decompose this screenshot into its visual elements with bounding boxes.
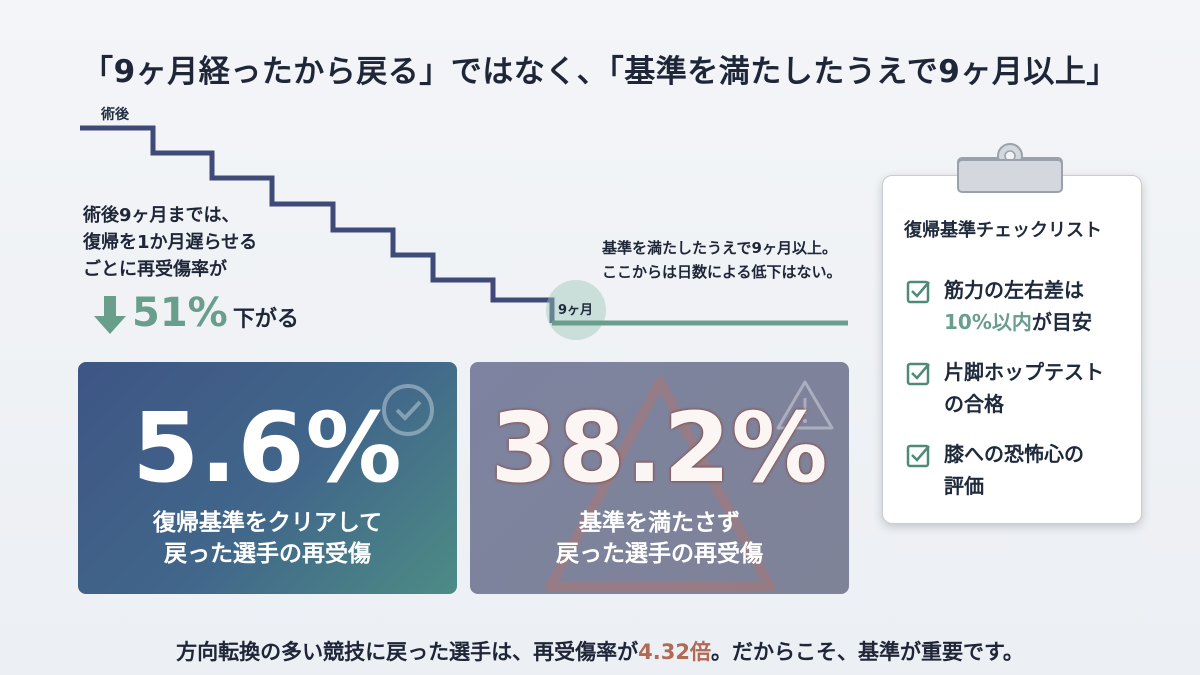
item-text: が目安 (1031, 310, 1092, 334)
card-cleared: 5.6% 復帰基準をクリアして 戻った選手の再受傷 (78, 362, 457, 594)
item-line: 10%以内が目安 (944, 306, 1092, 338)
note-line: ここからは日数による低下はない。 (602, 263, 842, 281)
title: 「9ヶ月経ったから戻る」ではなく、「基準を満たしたうえで9ヶ月以上」 (82, 54, 1118, 90)
right-note: 基準を満たしたうえで9ヶ月以上。 ここからは日数による低下はない。 (602, 236, 842, 284)
footer: 方向転換の多い競技に戻った選手は、再受傷率が4.32倍。だからこそ、基準が重要で… (0, 636, 1200, 666)
down-arrow (94, 296, 126, 334)
caption-line: 戻った選手の再受傷 (164, 541, 371, 567)
footer-text: 。だからこそ、基準が重要です。 (710, 640, 1024, 664)
checklist-item: 膝への恐怖心の 評価 (944, 438, 1084, 502)
card-not-cleared: 38.2% 基準を満たさず 戻った選手の再受傷 (470, 362, 849, 594)
note-line: 復帰を1か月遅らせる (83, 232, 258, 253)
item-line: 筋力の左右差は (944, 278, 1084, 302)
footer-text: 方向転換の多い競技に戻った選手は、再受傷率が (176, 640, 639, 664)
note-line: 術後9ヶ月までは、 (83, 205, 240, 226)
left-note: 術後9ヶ月までは、 復帰を1か月遅らせる ごとに再受傷率が (83, 202, 257, 283)
note-line: 基準を満たしたうえで9ヶ月以上。 (602, 239, 837, 257)
footer-highlight: 4.32倍 (638, 640, 711, 664)
item-line: 膝への恐怖心の (944, 442, 1084, 466)
checkboxes (906, 280, 930, 468)
stat-row: 51% 下がる (132, 290, 299, 336)
start-label: 術後 (101, 107, 129, 123)
checklist-item: 片脚ホップテスト の合格 (944, 356, 1104, 420)
checklist-item: 筋力の左右差は 10%以内が目安 (944, 274, 1092, 338)
caption-line: 復帰基準をクリアして (152, 510, 383, 536)
warning-icons (545, 377, 834, 592)
item-highlight: 10%以内 (944, 310, 1032, 334)
card-caption: 基準を満たさず 戻った選手の再受傷 (470, 508, 849, 570)
stat-value: 51% (132, 290, 228, 336)
card-caption: 復帰基準をクリアして 戻った選手の再受傷 (78, 508, 457, 570)
card-value: 5.6% (132, 392, 403, 504)
checklist-title: 復帰基準チェックリスト (904, 220, 1102, 241)
staircase (80, 125, 555, 323)
caption-line: 戻った選手の再受傷 (556, 541, 763, 567)
card-value: 38.2% (490, 392, 829, 504)
item-line: 評価 (944, 474, 984, 498)
check-icon (382, 384, 434, 436)
item-line: 片脚ホップテスト (944, 360, 1104, 384)
note-line: ごとに再受傷率が (83, 259, 227, 280)
item-line: の合格 (944, 392, 1004, 416)
caption-line: 基準を満たさず (579, 510, 740, 536)
milestone-label: 9ヶ月 (558, 303, 594, 318)
stat-suffix: 下がる (232, 307, 299, 332)
